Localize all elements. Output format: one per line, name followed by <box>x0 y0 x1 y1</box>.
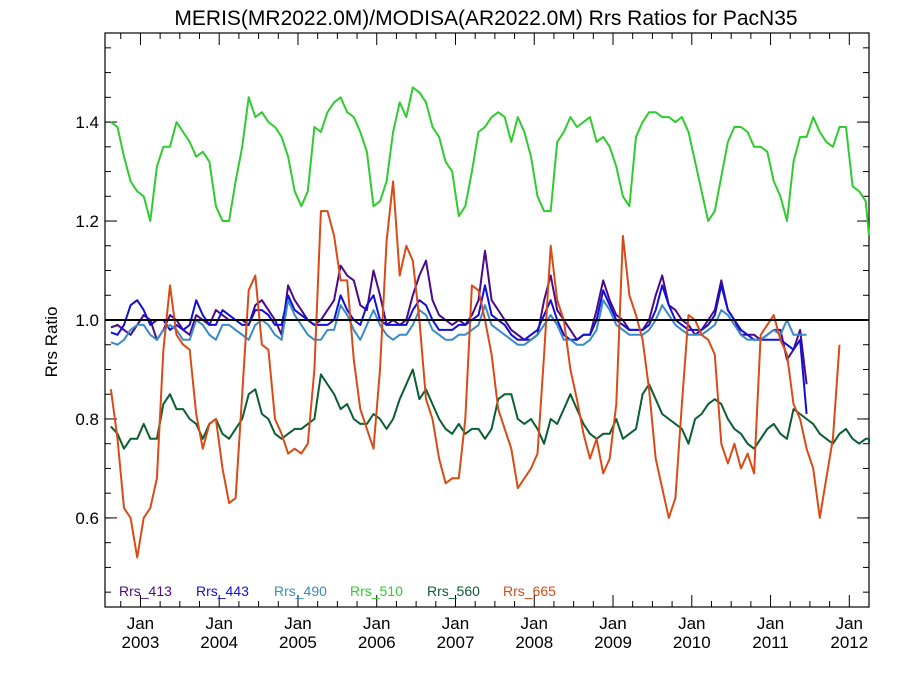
x-tick-label: Jan <box>363 614 390 633</box>
plot-area: 0.60.81.01.21.4 Jan2003Jan2004Jan2005Jan… <box>75 32 870 652</box>
series-line-rrs-510 <box>110 86 870 236</box>
x-tick-label: Jan <box>599 614 626 633</box>
x-tick-label: Jan <box>757 614 784 633</box>
y-tick-label: 1.4 <box>75 113 99 132</box>
legend-item-rrs-510: Rrs_510 <box>350 583 403 599</box>
x-tick-label: Jan <box>678 614 705 633</box>
x-tick-label: Jan <box>442 614 469 633</box>
x-tick-label: 2003 <box>122 633 160 652</box>
x-tick-label: 2005 <box>279 633 317 652</box>
x-tick-label: 2012 <box>830 633 868 652</box>
legend-item-rrs-665: Rrs_665 <box>503 583 556 599</box>
legend: Rrs_413 Rrs_443 Rrs_490 Rrs_510 Rrs_560 Rrs_6… <box>119 583 556 599</box>
y-tick-label: 0.8 <box>75 410 99 429</box>
y-axis: 0.6 0.8 1.0 1.2 1.4 <box>75 47 869 593</box>
legend-item-rrs-413: Rrs_413 <box>119 583 172 599</box>
series-line-rrs-560 <box>110 368 870 450</box>
legend-item-rrs-490: Rrs_490 <box>274 583 327 599</box>
x-tick-label: 2010 <box>673 633 711 652</box>
series-layer <box>109 86 870 559</box>
x-tick-label: Jan <box>205 614 232 633</box>
x-tick-label: 2008 <box>515 633 553 652</box>
y-axis-label: Rrs Ratio <box>42 307 61 378</box>
x-tick-label: 2006 <box>358 633 396 652</box>
y-tick-label: 0.6 <box>75 509 99 528</box>
x-tick-label: 2009 <box>594 633 632 652</box>
series-line-rrs-665 <box>109 180 841 559</box>
x-tick-label: Jan <box>284 614 311 633</box>
legend-item-rrs-443: Rrs_443 <box>196 583 249 599</box>
chart-title: MERIS(MR2022.0M)/MODISA(AR2022.0M) Rrs R… <box>174 7 797 30</box>
x-tick-label: Jan <box>127 614 154 633</box>
y-tick-label: 1.0 <box>75 311 99 330</box>
series-line-rrs-413 <box>110 249 808 385</box>
x-tick-label: Jan <box>521 614 548 633</box>
series-line-rrs-443 <box>110 284 808 415</box>
x-tick-label: Jan <box>836 614 863 633</box>
y-tick-label: 1.2 <box>75 212 99 231</box>
x-tick-label: 2011 <box>752 633 789 652</box>
series-line-rrs-490 <box>110 299 807 346</box>
x-tick-label: 2004 <box>200 633 238 652</box>
legend-item-rrs-560: Rrs_560 <box>427 583 480 599</box>
x-axis: Jan2003Jan2004Jan2005Jan2006Jan2007Jan20… <box>120 33 868 652</box>
x-tick-label: 2007 <box>437 633 475 652</box>
